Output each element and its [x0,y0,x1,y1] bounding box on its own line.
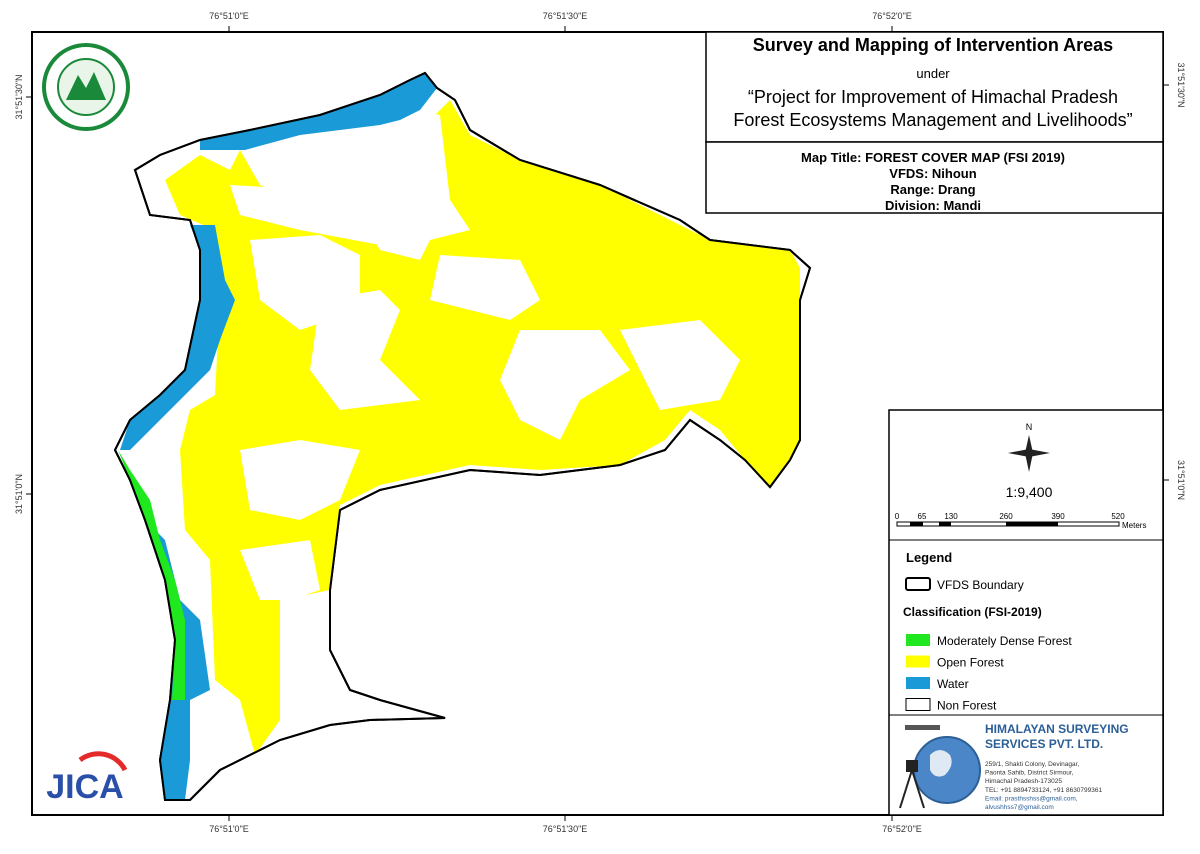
scale-bar: 0 65 130 260 390 520 [895,512,1125,527]
address-line: alvushhss7@gmail.com [985,804,1054,811]
scale-unit: Meters [1122,521,1146,530]
forest-areas [113,71,812,801]
address-line: Himachal Pradesh-173025 [985,778,1062,785]
scale-tick-label: 520 [1111,512,1125,521]
coord-label: 76°52'0"E [872,11,912,21]
coord-label: 76°51'0"E [209,824,249,834]
address-line: TEL: +91 8894733124, +91 8630799361 [985,787,1102,794]
header-under: under [916,66,950,81]
company-address: 259/1, Shakti Colony, Devinagar, Paonta S… [985,761,1102,811]
map-info: Division: Mandi [885,198,981,213]
water-area [120,225,235,450]
coord-label: 76°52'0"E [882,824,922,834]
non-forest-area [240,440,360,520]
header-title: Survey and Mapping of Intervention Areas [753,35,1113,55]
boundary-swatch [905,577,931,591]
legend-subtitle: Classification (FSI-2019) [903,605,1042,619]
scale-tick-label: 130 [944,512,958,521]
legend-swatch [905,698,931,711]
jica-text: JICA [46,768,123,806]
legend-label: Water [937,677,969,691]
address-line: Email: prasthsshss@gmail.com, [985,795,1078,802]
legend-label: Moderately Dense Forest [937,634,1072,648]
map-info: VFDS: Nihoun [889,166,976,181]
coord-label: 31°51'30"N [14,74,24,119]
info-box [705,141,1164,214]
coord-label: 76°51'30"E [543,824,588,834]
scale-tick-label: 65 [918,512,927,521]
non-forest-area [500,330,630,440]
coord-label: 31°51'0"N [14,474,24,514]
non-forest-area [430,255,540,320]
jica-logo: JICA [46,751,128,806]
non-forest-area [400,110,470,240]
north-arrow [1008,435,1050,472]
legend-label: Non Forest [937,699,997,713]
legend-title: Legend [906,550,952,565]
scale-ratio: 1:9,400 [1006,484,1053,500]
dense-forest-area [118,450,185,700]
scale-tick-label: 260 [999,512,1013,521]
company-name: HIMALAYAN SURVEYING [985,722,1129,736]
company-logo [899,725,981,809]
map-info: Range: Drang [890,182,975,197]
water-area [200,73,437,150]
legend-swatch [906,677,930,689]
legend-items: Moderately Dense Forest Open Forest Water N… [905,634,1072,713]
address-line: Paonta Sahib, District Sirmour, [985,770,1074,777]
north-label: N [1026,422,1033,432]
non-forest-area [240,540,320,600]
coord-label: 76°51'0"E [209,11,249,21]
forest-department-logo [42,43,130,131]
address-line: 259/1, Shakti Colony, Devinagar, [985,761,1079,768]
legend-swatch [906,655,930,668]
non-forest-area [620,320,740,410]
scale-tick-label: 390 [1051,512,1065,521]
coord-label: 31°51'0"N [1176,460,1186,500]
coord-label: 76°51'30"E [543,11,588,21]
scale-tick-label: 0 [895,512,900,521]
non-forest-area [230,185,380,245]
vfds-boundary-outline [113,71,812,801]
non-forest-area [310,290,420,410]
header-project: “Project for Improvement of Himachal Pra… [748,87,1118,107]
legend-swatch [906,634,930,646]
legend-label: VFDS Boundary [937,578,1024,592]
coord-label: 31°51'30"N [1176,62,1186,107]
header-project: Forest Ecosystems Management and Livelih… [733,110,1132,130]
company-name: SERVICES PVT. LTD. [985,737,1103,751]
legend-label: Open Forest [937,656,1004,670]
map-info: Map Title: FOREST COVER MAP (FSI 2019) [801,150,1065,165]
